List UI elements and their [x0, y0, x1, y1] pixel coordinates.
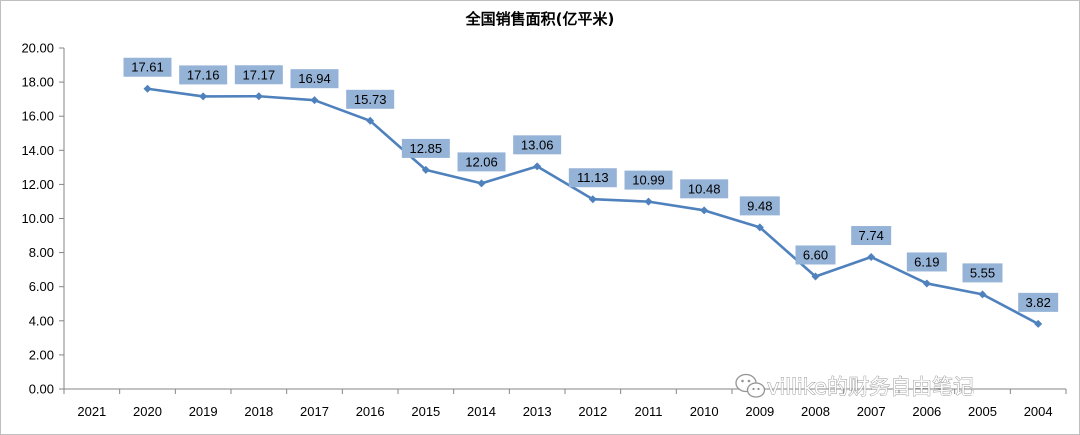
data-labels: 17.61 17.16 17.17 16.94 15.73 12.85 12.06 13.06…	[123, 57, 1059, 312]
x-tick-label: 2011	[635, 404, 663, 419]
data-label-box	[906, 252, 947, 272]
data-label: 17.16	[187, 67, 220, 82]
y-tick-label: 20.00	[21, 41, 54, 56]
data-point-marker	[588, 195, 597, 204]
data-label-box	[739, 196, 780, 216]
data-point-marker	[421, 165, 430, 174]
y-tick-label: 2.00	[29, 347, 54, 362]
data-label-box	[568, 168, 617, 188]
data-label: 12.85	[410, 141, 443, 156]
x-tick-label: 2005	[968, 404, 997, 419]
data-label-box	[346, 89, 395, 109]
data-point-marker	[922, 279, 931, 288]
data-point-marker	[811, 272, 820, 281]
x-tick-label: 2019	[189, 404, 218, 419]
x-tick-label: 2010	[690, 404, 719, 419]
watermark-text: villike的财务自由笔记	[767, 375, 974, 399]
x-tick-label: 2009	[745, 404, 774, 419]
data-label: 12.06	[465, 154, 498, 169]
y-tick-label: 4.00	[29, 313, 54, 328]
x-axis-ticks: 2021 2020 2019 2018 2017 2016 2015 2014 2013 2012…	[63, 389, 1067, 419]
y-tick-label: 10.00	[21, 211, 54, 226]
data-label: 9.48	[747, 198, 772, 213]
data-label-box	[290, 69, 339, 89]
y-tick-label: 16.00	[21, 109, 54, 124]
x-tick-label: 2013	[523, 404, 552, 419]
data-point-marker	[755, 223, 764, 232]
x-tick-label: 2014	[467, 404, 496, 419]
y-tick-label: 8.00	[29, 245, 54, 260]
x-tick-label: 2021	[77, 404, 106, 419]
data-label: 17.61	[131, 60, 164, 75]
data-label: 15.73	[354, 92, 387, 107]
data-point-marker	[199, 92, 208, 101]
x-tick-label: 2015	[411, 404, 440, 419]
x-tick-label: 2006	[912, 404, 941, 419]
y-tick-label: 18.00	[21, 75, 54, 90]
data-label: 6.19	[914, 254, 939, 269]
data-point-marker	[143, 84, 152, 93]
x-tick-label: 2007	[857, 404, 886, 419]
y-tick-label: 12.00	[21, 177, 54, 192]
chart-title: 全国销售面积(亿平米)	[465, 10, 615, 28]
data-point-marker	[310, 96, 319, 105]
data-label-box	[851, 226, 892, 246]
data-label-box	[1018, 292, 1059, 312]
data-point-marker	[644, 197, 653, 206]
x-tick-label: 2004	[1024, 404, 1053, 419]
data-label: 10.48	[688, 181, 721, 196]
x-tick-label: 2016	[356, 404, 385, 419]
x-tick-label: 2017	[300, 404, 329, 419]
data-point-marker	[366, 116, 375, 125]
data-point-marker	[477, 179, 486, 188]
data-label: 7.74	[859, 228, 884, 243]
data-label: 10.99	[632, 173, 665, 188]
data-point-marker	[978, 290, 987, 299]
data-label: 17.17	[243, 67, 276, 82]
x-tick-label: 2008	[801, 404, 830, 419]
data-label: 11.13	[577, 170, 609, 185]
series-layer	[143, 84, 1043, 328]
data-label-box	[962, 263, 1003, 283]
data-point-marker	[1034, 319, 1043, 328]
y-axis-ticks: 0.00 2.00 4.00 6.00 8.00 10.00 12.00 14.00 16.00…	[21, 41, 64, 397]
data-label-box	[680, 179, 729, 199]
data-label-box	[123, 57, 172, 77]
data-point-marker	[867, 253, 876, 262]
data-label: 3.82	[1026, 295, 1051, 310]
wechat-icon	[735, 373, 766, 398]
x-tick-label: 2018	[244, 404, 273, 419]
data-label: 5.55	[970, 265, 995, 280]
data-label-box	[795, 245, 836, 265]
x-tick-label: 2012	[578, 404, 607, 419]
y-tick-label: 14.00	[21, 143, 54, 158]
y-tick-label: 0.00	[29, 382, 54, 397]
data-label: 16.94	[298, 71, 331, 86]
data-point-marker	[254, 92, 263, 101]
watermark: villike的财务自由笔记	[735, 373, 975, 399]
data-label: 6.60	[803, 247, 828, 262]
data-label-box	[624, 170, 673, 190]
data-point-marker	[533, 162, 542, 171]
data-label-box	[179, 65, 228, 85]
data-label-box	[234, 65, 283, 85]
data-point-marker	[700, 206, 709, 215]
data-label-box	[401, 138, 450, 158]
y-tick-label: 6.00	[29, 279, 54, 294]
data-label-box	[457, 152, 506, 172]
data-label-box	[513, 135, 562, 155]
x-tick-label: 2020	[133, 404, 162, 419]
data-label: 13.06	[521, 137, 554, 152]
